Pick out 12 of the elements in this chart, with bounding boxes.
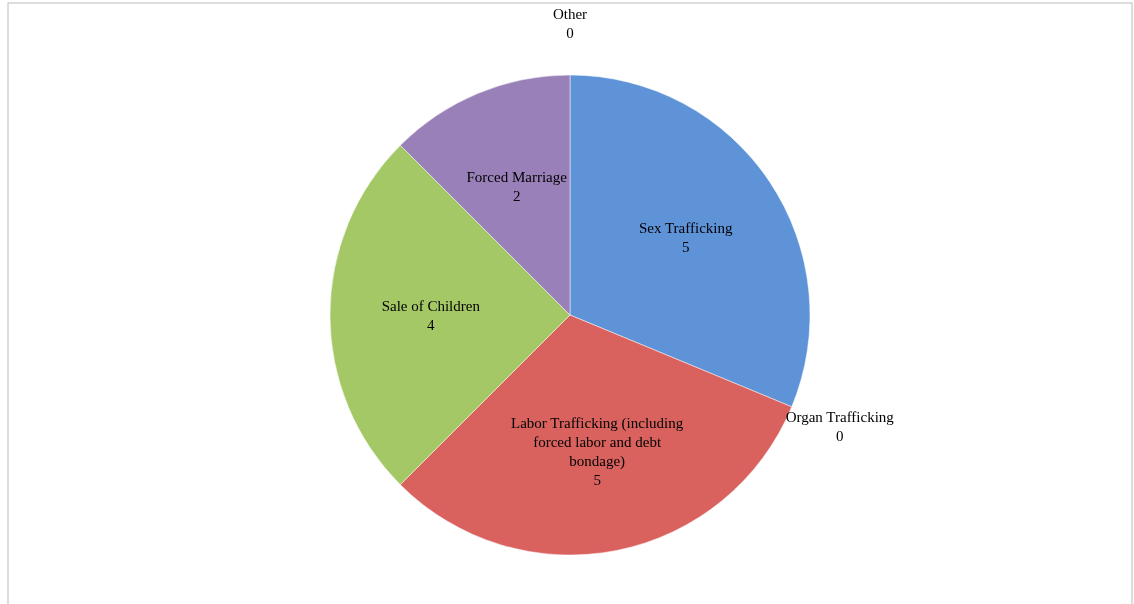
data-label: 5 (593, 472, 601, 489)
category-label: Other (552, 5, 588, 22)
text: 0 (836, 428, 844, 445)
slice-label: Sex Trafficking (639, 220, 733, 237)
data-label: 4 (427, 316, 436, 333)
data-label: 2 (512, 187, 521, 204)
slice-label: Labor Trafficking (including forced labor and debt bondage) (511, 415, 684, 471)
category-label: Organ Trafficking (785, 409, 894, 426)
slice-label: Forced Marriage (466, 168, 568, 185)
text: 0 (566, 24, 574, 41)
slice-label: Sale of Children (381, 297, 481, 314)
data-label: 5 (681, 239, 690, 256)
